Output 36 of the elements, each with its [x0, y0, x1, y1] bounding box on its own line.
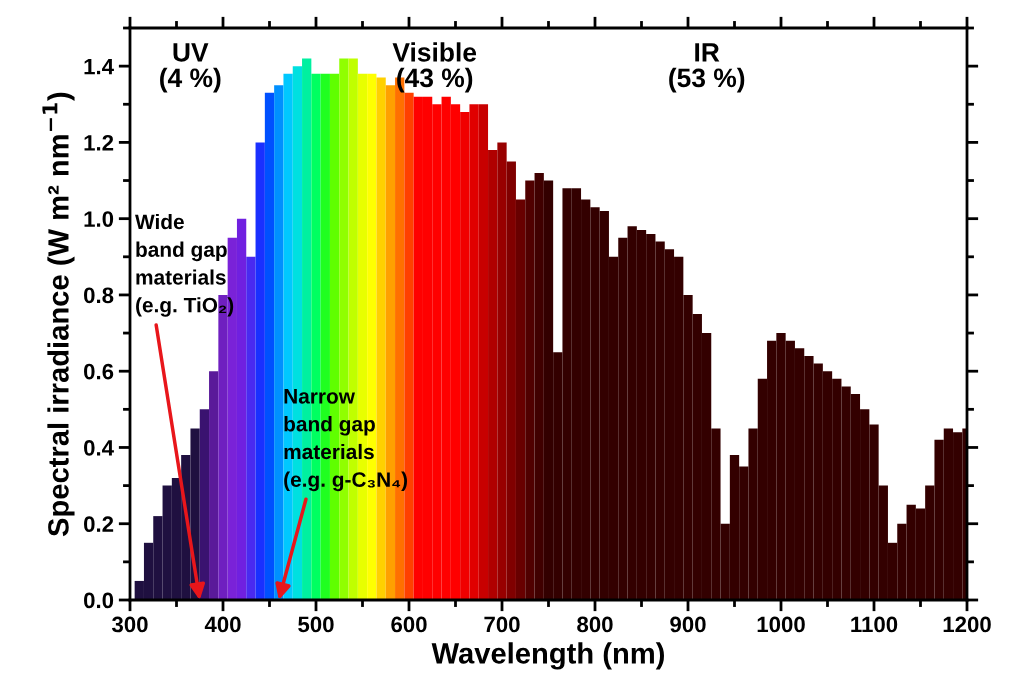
x-tick-label: 300 [111, 616, 148, 633]
x-tick-label: 1100 [851, 616, 898, 633]
y-tick-label: 0.0 [84, 592, 114, 609]
bar [264, 92, 275, 600]
y-tick-label: 1.0 [84, 211, 114, 227]
y-tick-label: 0.6 [84, 363, 114, 380]
bar [534, 172, 544, 600]
y-tick-label: 0.2 [84, 516, 114, 532]
y-axis-title: Spectral irradiance (W m² nm$^{−1}$) [42, 92, 75, 537]
bar [246, 256, 256, 600]
bar [460, 111, 470, 600]
x-tick-label: 900 [670, 616, 706, 633]
bar [255, 142, 265, 600]
annotation: UV (4 %) [160, 43, 221, 93]
bar [515, 199, 526, 600]
annotation: Visible (43 %) [392, 42, 477, 93]
x-tick-label: 500 [298, 616, 334, 633]
y-tick-label: 0.4 [84, 440, 114, 456]
x-tick-label: 400 [204, 616, 241, 633]
annotation: IR (53 %) [669, 43, 745, 93]
y-tick-label: 0.8 [84, 287, 114, 304]
x-tick-label: 800 [577, 616, 613, 633]
bar [478, 104, 489, 600]
y-tick-label: 1.4 [84, 58, 114, 75]
y-tick-label: 1.2 [84, 134, 114, 151]
x-tick-label: 1000 [757, 616, 805, 633]
bar [488, 150, 498, 600]
bar [497, 142, 507, 600]
bar [209, 371, 219, 600]
x-tick-label: 700 [484, 616, 520, 633]
x-axis-title: Wavelength (nm) [431, 642, 664, 670]
bar [525, 180, 535, 600]
bar [506, 161, 516, 600]
x-tick-label: 1200 [943, 616, 991, 633]
bar [469, 104, 479, 600]
x-tick-label: 600 [391, 616, 427, 633]
